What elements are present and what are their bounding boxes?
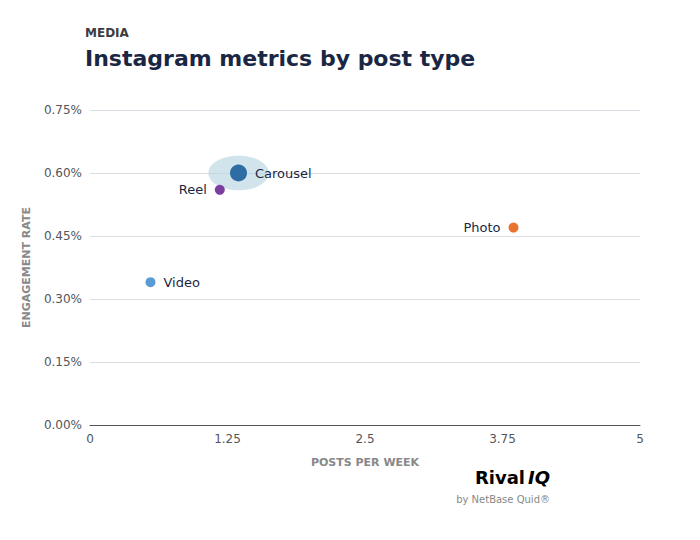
svg-text:Rival: Rival xyxy=(475,467,525,488)
svg-text:0: 0 xyxy=(86,432,94,446)
svg-text:IQ: IQ xyxy=(528,467,550,488)
svg-text:0.00%: 0.00% xyxy=(44,418,82,432)
svg-text:0.15%: 0.15% xyxy=(44,355,82,369)
svg-text:Video: Video xyxy=(164,275,200,290)
svg-text:0.75%: 0.75% xyxy=(44,103,82,117)
svg-text:1.25: 1.25 xyxy=(214,432,241,446)
svg-text:5: 5 xyxy=(636,432,644,446)
svg-text:POSTS PER WEEK: POSTS PER WEEK xyxy=(311,456,420,469)
svg-text:by NetBase Quid®: by NetBase Quid® xyxy=(456,494,550,505)
svg-text:Reel: Reel xyxy=(179,182,207,197)
svg-text:0.30%: 0.30% xyxy=(44,292,82,306)
svg-text:3.75: 3.75 xyxy=(489,432,516,446)
svg-text:0.45%: 0.45% xyxy=(44,229,82,243)
svg-text:2.5: 2.5 xyxy=(355,432,374,446)
svg-text:MEDIA: MEDIA xyxy=(85,26,130,40)
svg-text:Instagram metrics by post type: Instagram metrics by post type xyxy=(85,46,475,71)
svg-text:Carousel: Carousel xyxy=(255,166,312,181)
svg-text:ENGAGEMENT RATE: ENGAGEMENT RATE xyxy=(20,207,33,328)
svg-text:Photo: Photo xyxy=(463,220,500,235)
svg-text:0.60%: 0.60% xyxy=(44,166,82,180)
